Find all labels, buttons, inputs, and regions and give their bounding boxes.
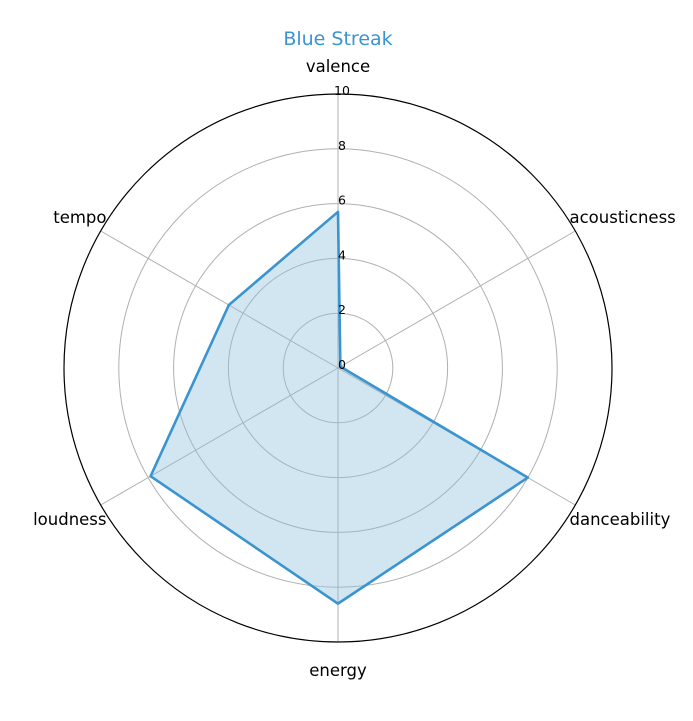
axis-labels: valence acousticness danceability energy lou… (33, 57, 676, 680)
axis-label-acousticness: acousticness (570, 208, 676, 227)
chart-title: Blue Streak (283, 28, 392, 50)
tick-label-2: 2 (338, 302, 346, 317)
axis-label-tempo: tempo (53, 208, 106, 227)
axis-label-energy: energy (309, 661, 367, 680)
spoke-tempo (100, 230, 339, 369)
series-layer (149, 210, 530, 605)
tick-label-0: 0 (338, 357, 346, 372)
tick-label-4: 4 (338, 247, 346, 262)
tick-label-6: 6 (338, 193, 346, 208)
axis-label-valence: valence (306, 57, 370, 76)
series-area (150, 211, 528, 604)
tick-label-10: 10 (334, 83, 350, 98)
tick-label-8: 8 (338, 138, 346, 153)
series-line (149, 210, 530, 605)
radial-ticks: 0 2 4 6 8 10 (334, 83, 350, 372)
axis-label-danceability: danceability (570, 510, 671, 529)
spoke-loudness (100, 367, 339, 506)
spoke-acousticness (337, 230, 576, 369)
outer-frame (63, 93, 613, 643)
grid (63, 93, 613, 643)
axis-label-loudness: loudness (33, 510, 106, 529)
